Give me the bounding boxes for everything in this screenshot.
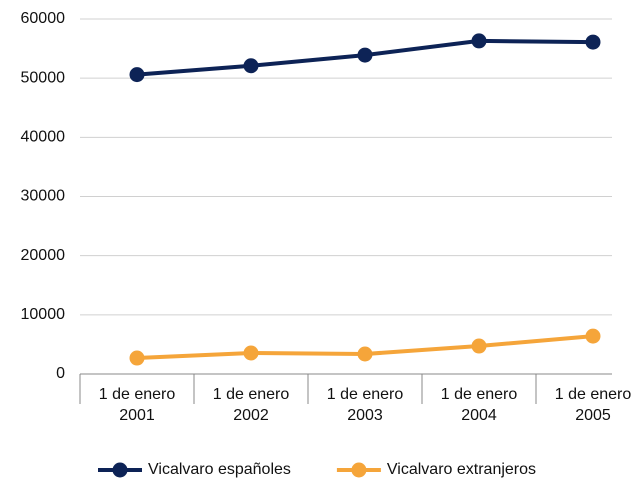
x-tick-label: 1 de enero 2005 bbox=[555, 386, 632, 424]
data-point bbox=[243, 345, 259, 361]
data-point bbox=[357, 346, 373, 362]
legend-marker bbox=[112, 462, 128, 478]
data-point bbox=[585, 328, 601, 344]
legend-label: Vicalvaro extranjeros bbox=[387, 461, 536, 478]
data-point bbox=[357, 47, 373, 63]
legend-marker bbox=[351, 462, 367, 478]
data-point bbox=[585, 34, 601, 50]
data-point bbox=[129, 67, 145, 83]
data-point bbox=[471, 33, 487, 49]
x-tick-label: 1 de enero 2002 bbox=[213, 386, 290, 424]
y-tick-label: 20000 bbox=[21, 247, 66, 264]
x-tick-label: 1 de enero 2001 bbox=[99, 386, 176, 424]
y-tick-label: 60000 bbox=[21, 10, 66, 27]
y-tick-label: 40000 bbox=[21, 129, 66, 146]
x-tick-label: 1 de enero 2003 bbox=[327, 386, 404, 424]
data-point bbox=[471, 338, 487, 354]
y-tick-label: 0 bbox=[56, 365, 65, 382]
legend-label: Vicalvaro españoles bbox=[148, 461, 291, 478]
y-tick-label: 50000 bbox=[21, 69, 66, 86]
y-tick-label: 10000 bbox=[21, 306, 66, 323]
data-point bbox=[243, 58, 259, 74]
data-point bbox=[129, 350, 145, 366]
y-tick-label: 30000 bbox=[21, 188, 66, 205]
x-tick-label: 1 de enero 2004 bbox=[441, 386, 518, 424]
